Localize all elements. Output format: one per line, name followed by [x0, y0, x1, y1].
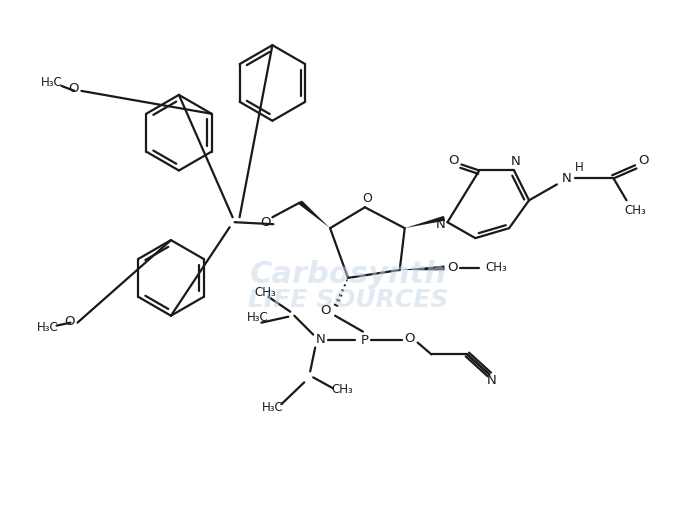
Text: H₃C: H₃C: [37, 321, 58, 334]
Polygon shape: [299, 200, 330, 228]
Text: CH₃: CH₃: [331, 383, 353, 396]
Text: O: O: [68, 82, 79, 95]
Text: Carbosynth: Carbosynth: [249, 261, 447, 290]
Text: N: N: [436, 218, 445, 231]
Text: O: O: [448, 154, 459, 167]
Text: CH₃: CH₃: [624, 204, 647, 217]
Text: CH₃: CH₃: [255, 287, 276, 300]
Text: H₃C: H₃C: [246, 311, 269, 324]
Text: H₃C: H₃C: [41, 76, 63, 89]
Text: O: O: [64, 315, 74, 328]
Text: O: O: [260, 216, 271, 229]
Polygon shape: [404, 216, 445, 228]
Text: LIFE SOURCES: LIFE SOURCES: [248, 288, 448, 312]
Text: O: O: [320, 304, 331, 317]
Text: N: N: [512, 155, 521, 168]
Text: H: H: [574, 161, 583, 174]
Text: O: O: [638, 154, 649, 167]
Text: H₃C: H₃C: [262, 401, 283, 414]
Text: O: O: [404, 332, 415, 345]
Text: P: P: [361, 334, 369, 347]
Text: N: N: [315, 333, 325, 346]
Text: O: O: [448, 262, 458, 275]
Text: CH₃: CH₃: [485, 262, 507, 275]
Text: N: N: [487, 374, 496, 387]
Polygon shape: [400, 266, 445, 270]
Text: N: N: [562, 172, 571, 185]
Text: O: O: [362, 192, 372, 205]
